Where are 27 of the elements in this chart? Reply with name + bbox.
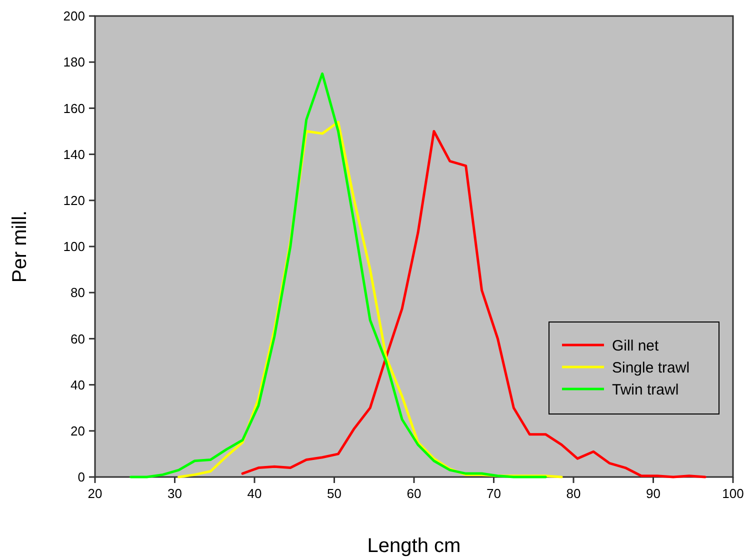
x-axis-title: Length cm bbox=[367, 535, 461, 557]
y-tick-label: 160 bbox=[63, 100, 85, 116]
line-series bbox=[130, 72, 547, 478]
y-tick-label: 80 bbox=[70, 285, 85, 300]
y-tick-label: 60 bbox=[70, 331, 85, 346]
x-tick-label: 100 bbox=[722, 486, 744, 501]
x-tick-label: 90 bbox=[646, 486, 660, 501]
x-tick-label: 30 bbox=[168, 486, 182, 501]
x-tick-label: 80 bbox=[566, 486, 581, 501]
y-tick-label: 100 bbox=[63, 239, 85, 254]
y-tick-label: 40 bbox=[70, 377, 85, 392]
y-tick-label: 20 bbox=[70, 423, 85, 438]
y-tick-label: 200 bbox=[63, 8, 85, 24]
line-series bbox=[241, 130, 706, 478]
y-tick-label: 120 bbox=[63, 192, 85, 208]
y-tick-label: 180 bbox=[63, 54, 85, 70]
x-tick-label: 20 bbox=[88, 486, 102, 501]
legend-label: Twin trawl bbox=[612, 381, 679, 398]
legend-label: Gill net bbox=[612, 337, 660, 354]
x-tick-label: 60 bbox=[406, 486, 422, 501]
y-tick-label: 0 bbox=[78, 470, 85, 485]
legend-label: Single trawl bbox=[612, 359, 690, 376]
x-tick-label: 40 bbox=[247, 486, 262, 501]
y-axis-title: Per mill. bbox=[9, 210, 31, 283]
x-tick-label: 50 bbox=[327, 486, 342, 501]
y-tick-label: 140 bbox=[63, 146, 85, 162]
x-tick-label: 70 bbox=[486, 486, 501, 501]
